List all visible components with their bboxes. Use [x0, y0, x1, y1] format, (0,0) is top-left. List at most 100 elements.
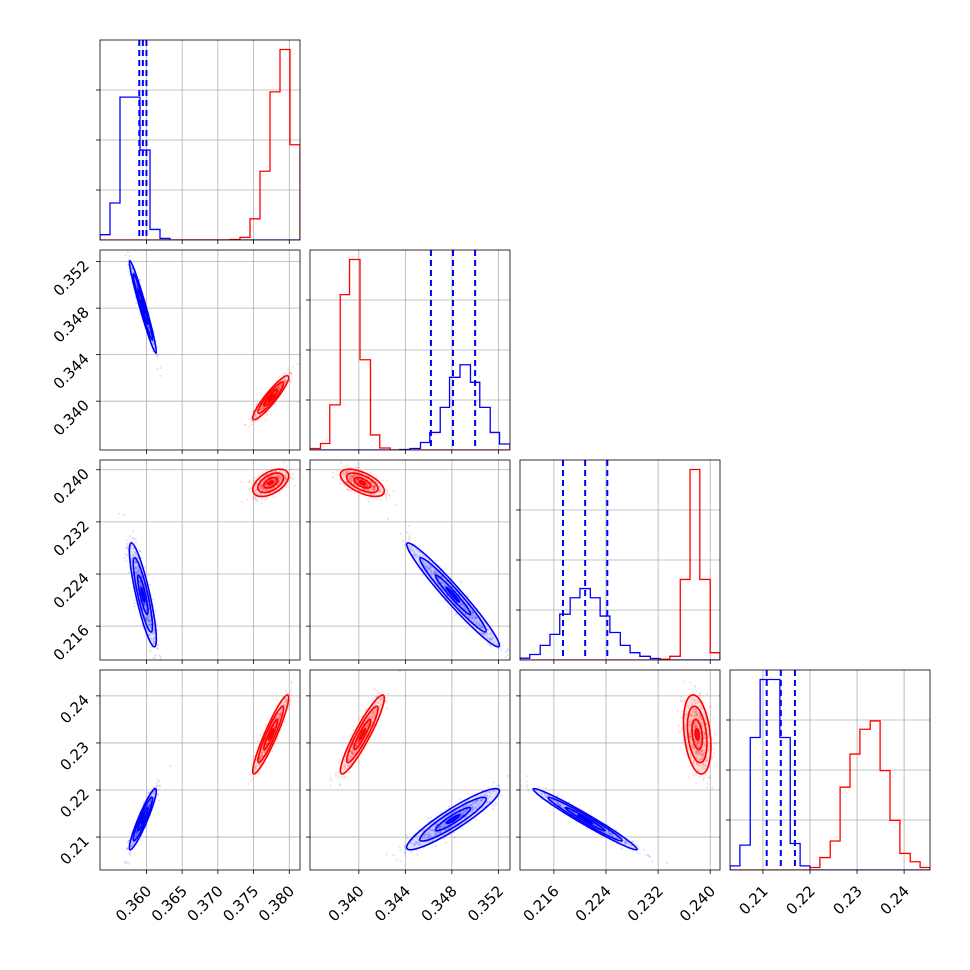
scatter-point	[240, 480, 243, 484]
scatter-point	[248, 487, 251, 491]
scatter-point	[373, 702, 376, 706]
scatter-point	[279, 385, 283, 388]
scatter-point	[371, 487, 374, 490]
scatter-point	[247, 782, 250, 785]
scatter-point	[149, 623, 153, 626]
scatter-point	[251, 419, 254, 423]
scatter-point	[416, 853, 419, 856]
scatter-point	[371, 714, 374, 718]
scatter-point	[425, 832, 428, 835]
scatter-point	[474, 800, 477, 803]
scatter-point	[372, 485, 375, 488]
scatter-point	[415, 840, 418, 844]
scatter-point	[260, 752, 263, 755]
scatter-point	[278, 712, 281, 716]
scatter-point	[276, 483, 279, 486]
scatter-point	[289, 703, 292, 706]
scatter-point	[408, 535, 411, 538]
scatter-point	[284, 698, 287, 702]
scatter-point	[351, 476, 354, 479]
scatter-point	[349, 473, 352, 476]
y-tick-label: 0.340	[50, 396, 93, 439]
scatter-point	[366, 488, 369, 491]
scatter-point	[264, 489, 267, 492]
scatter-point	[272, 495, 275, 498]
scatter-point	[131, 843, 134, 846]
scatter-point	[373, 485, 376, 488]
panel-2-1	[306, 459, 511, 664]
scatter-point	[489, 637, 492, 641]
scatter-point	[139, 580, 142, 583]
scatter-point	[359, 474, 362, 478]
scatter-point	[462, 811, 465, 814]
scatter-point	[145, 608, 148, 612]
scatter-point	[277, 474, 280, 477]
scatter-point	[259, 487, 262, 491]
scatter-point	[385, 479, 389, 483]
scatter-point	[283, 373, 286, 377]
scatter-point	[485, 635, 489, 638]
scatter-point	[156, 643, 159, 647]
scatter-point	[488, 638, 491, 641]
scatter-point	[148, 805, 151, 808]
x-tick-label: 0.380	[255, 882, 298, 925]
scatter-point	[344, 472, 347, 475]
scatter-point	[256, 500, 259, 503]
scatter-point	[474, 802, 477, 805]
scatter-point	[364, 477, 367, 480]
scatter-point	[260, 502, 263, 505]
scatter-point	[277, 385, 280, 388]
scatter-point	[135, 574, 138, 577]
x-tick-label: 0.360	[112, 882, 155, 925]
scatter-point	[151, 787, 154, 790]
y-tick-label: 0.21	[56, 832, 92, 868]
scatter-point	[156, 367, 159, 371]
scatter-point	[415, 841, 418, 844]
scatter-point	[272, 486, 275, 489]
scatter-point	[134, 835, 138, 838]
scatter-point	[152, 792, 155, 795]
scatter-point	[278, 477, 282, 480]
scatter-point	[471, 616, 474, 620]
scatter-point	[155, 782, 158, 785]
scatter-point	[281, 374, 284, 377]
scatter-point	[423, 828, 426, 831]
panel-content	[100, 670, 300, 870]
scatter-point	[125, 542, 129, 545]
scatter-point	[428, 566, 431, 569]
scatter-point	[427, 567, 430, 570]
scatter-point	[471, 612, 474, 616]
scatter-point	[348, 484, 351, 487]
scatter-point	[258, 756, 261, 759]
scatter-point	[146, 804, 150, 808]
scatter-point	[434, 844, 437, 847]
scatter-point	[133, 605, 136, 608]
scatter-point	[143, 603, 146, 606]
scatter-point	[279, 475, 282, 478]
histogram-red	[100, 48, 300, 240]
scatter-point	[276, 715, 279, 718]
scatter-point	[468, 617, 471, 620]
scatter-point	[466, 804, 469, 807]
contour-level	[267, 480, 275, 486]
scatter-point	[147, 573, 150, 577]
scatter-point	[471, 809, 474, 812]
histogram-blue	[310, 364, 510, 450]
scatter-point	[260, 407, 264, 411]
scatter-point	[265, 743, 268, 746]
scatter-point	[284, 698, 287, 701]
scatter-point	[259, 483, 262, 486]
scatter-point	[489, 645, 493, 648]
scatter-point	[411, 545, 414, 548]
scatter-point	[146, 619, 149, 622]
scatter-point	[433, 832, 436, 835]
scatter-point	[373, 487, 376, 491]
scatter-point	[461, 813, 464, 816]
scatter-point	[126, 547, 129, 550]
scatter-point	[277, 712, 280, 715]
scatter-point	[266, 484, 269, 488]
scatter-point	[345, 470, 348, 473]
scatter-point	[355, 478, 358, 481]
scatter-point	[259, 757, 262, 760]
